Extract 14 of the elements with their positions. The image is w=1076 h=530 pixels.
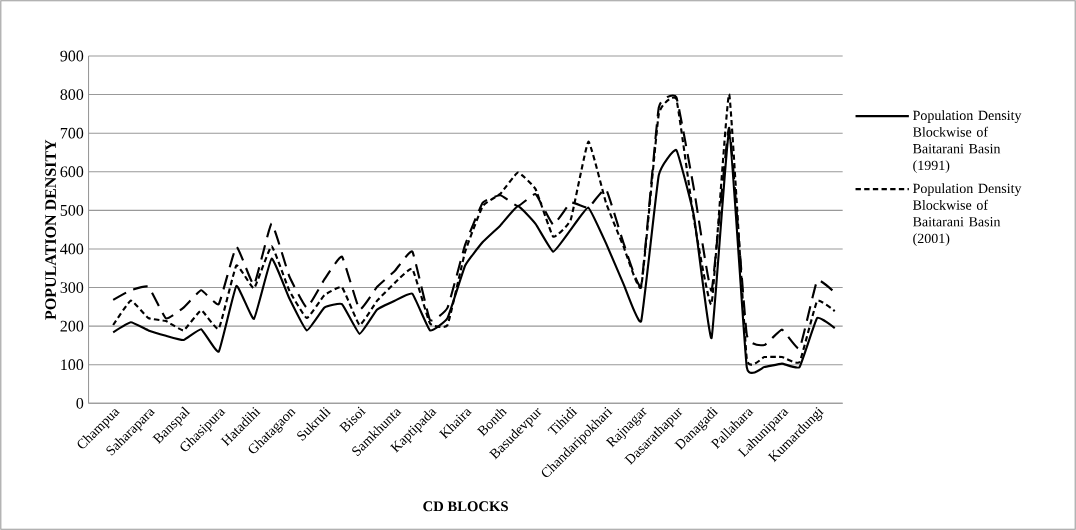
y-tick-label: 0 bbox=[76, 397, 84, 409]
y-tick-label: 900 bbox=[60, 50, 84, 62]
legend-label: Population Density Blockwise of Baitarani Basin (1991) bbox=[913, 110, 1022, 173]
y-tick-label: 800 bbox=[60, 89, 84, 100]
y-tick-label: 500 bbox=[60, 204, 84, 216]
y-tick-label: 400 bbox=[60, 243, 84, 255]
y-tick-label: 700 bbox=[60, 127, 84, 139]
x-axis-title: CD BLOCKS bbox=[423, 501, 508, 512]
y-tick-label: 300 bbox=[60, 282, 84, 293]
y-tick-label: 200 bbox=[60, 320, 84, 332]
y-tick-label: 100 bbox=[61, 359, 84, 371]
legend-label: Population Density Blockwise of Baitarani Basin (2001) bbox=[913, 183, 1022, 246]
y-axis-title: POPULATION DENSITY bbox=[45, 139, 56, 320]
y-tick-label: 600 bbox=[60, 166, 84, 178]
